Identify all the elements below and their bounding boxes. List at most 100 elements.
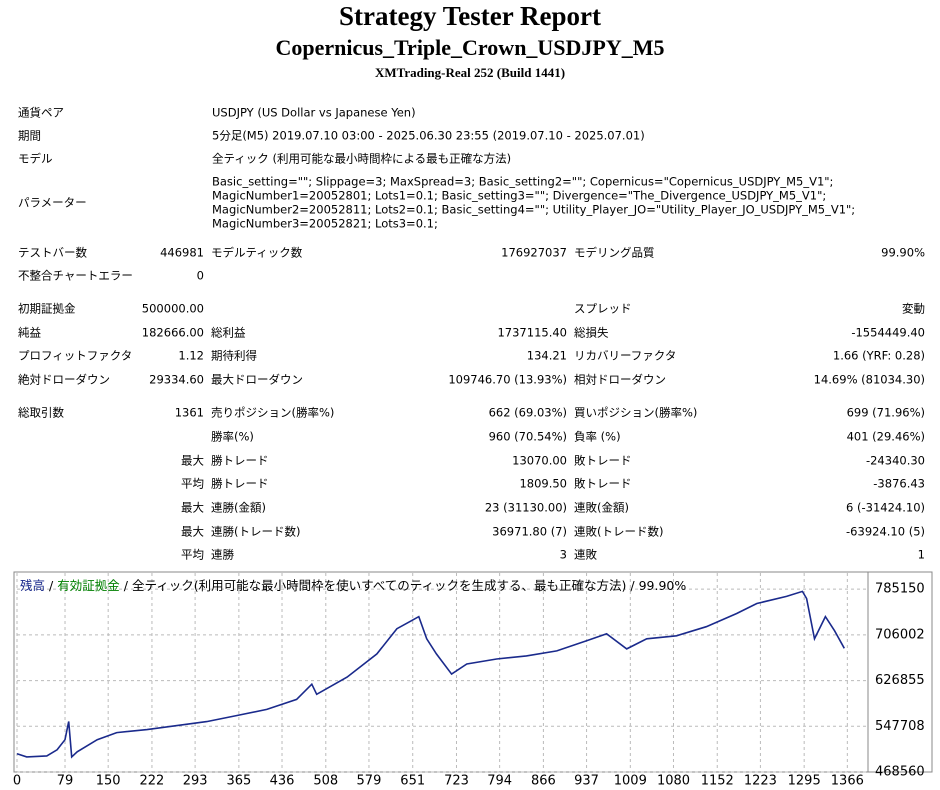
stat-label: テストバー数	[18, 246, 87, 260]
stat-label: 勝トレード	[211, 477, 269, 491]
stat-label: プロフィットファクタ	[18, 349, 132, 363]
stat-value: 1361	[175, 406, 204, 420]
stat-value: 662 (69.03%)	[489, 406, 567, 420]
stat-value: 1737115.40	[497, 326, 567, 340]
stat-value: 109746.70 (13.93%)	[448, 373, 567, 387]
stat-value: 29334.60	[149, 373, 204, 387]
stat-value: -3876.43	[873, 477, 925, 491]
stat-label: 連勝(トレード数)	[211, 525, 300, 539]
legend-entry: 残高	[20, 578, 45, 593]
stat-label: 敗トレード	[574, 454, 632, 468]
stat-value: 0	[197, 269, 204, 283]
legend-text: 全ティック(利用可能な最小時間枠を使いすべてのティックを生成する、最も正確な方法…	[132, 578, 626, 593]
stat-value: 699 (71.96%)	[847, 406, 925, 420]
x-tick-label: 0	[13, 774, 21, 789]
stat-label: 総損失	[574, 326, 609, 340]
legend-separator: /	[124, 578, 129, 593]
stat-value: 182666.00	[142, 326, 204, 340]
stat-label: 買いポジション(勝率%)	[574, 406, 697, 420]
stat-value: 36971.80 (7)	[492, 525, 567, 539]
stat-value: 1.12	[178, 349, 204, 363]
stat-label: 敗トレード	[574, 477, 632, 491]
stat-label: 初期証拠金	[18, 302, 76, 316]
stat-value: 401 (29.46%)	[847, 430, 925, 444]
stat-value: 23 (31130.00)	[485, 501, 567, 515]
stat-value: 134.21	[527, 349, 567, 363]
stat-label: 連敗(トレード数)	[574, 525, 663, 539]
stat-label: 期待利得	[211, 349, 257, 363]
stat-label: 連敗(金額)	[574, 501, 629, 515]
info-label: パラメーター	[18, 196, 87, 210]
stat-label: 最大ドローダウン	[211, 373, 303, 387]
stat-label: 連勝	[211, 548, 234, 562]
stat-value: 1809.50	[519, 477, 567, 491]
balance-line	[16, 590, 845, 759]
stat-value: 14.69% (81034.30)	[814, 373, 925, 387]
stat-value: 最大	[181, 501, 204, 515]
stat-label: 絶対ドローダウン	[18, 373, 110, 387]
stat-value: 960 (70.54%)	[489, 430, 567, 444]
report-subtitle: Copernicus_Triple_Crown_USDJPY_M5	[275, 35, 664, 60]
stat-value: -63924.10 (5)	[846, 525, 925, 539]
stat-label: モデルティック数	[211, 246, 303, 260]
stat-value: 最大	[181, 525, 204, 539]
legend-separator: /	[49, 578, 54, 593]
legend: 残高 / 有効証拠金 / 全ティック(利用可能な最小時間枠を使いすべてのティックを生成す…	[20, 578, 686, 593]
info-value: 5分足(M5) 2019.07.10 03:00 - 2025.06.30 23…	[212, 129, 645, 143]
stat-label: リカバリーファクタ	[574, 349, 676, 363]
info-value: USDJPY (US Dollar vs Japanese Yen)	[212, 106, 416, 120]
x-tick-label: 794	[487, 774, 512, 789]
legend-entry: 有効証拠金	[57, 578, 120, 593]
x-tick-label: 651	[400, 774, 425, 789]
x-tick-label: 436	[270, 774, 295, 789]
y-tick-label: 468560	[875, 765, 925, 780]
x-tick-label: 1080	[657, 774, 690, 789]
stat-label: 売りポジション(勝率%)	[211, 406, 334, 420]
y-tick-label: 785150	[875, 582, 925, 597]
x-tick-label: 79	[57, 774, 74, 789]
stat-value: 6 (-31424.10)	[846, 501, 925, 515]
stat-label: 総取引数	[18, 406, 64, 420]
legend-quality: 99.90%	[639, 578, 687, 593]
build-info: XMTrading-Real 252 (Build 1441)	[375, 65, 565, 80]
stat-value: 3	[560, 548, 567, 562]
x-tick-label: 1295	[788, 774, 821, 789]
stat-value: 176927037	[501, 246, 567, 260]
stat-value: -24340.30	[866, 454, 925, 468]
stat-value: 平均	[181, 548, 204, 562]
stat-value: 446981	[160, 246, 204, 260]
info-label: 通貨ペア	[18, 106, 64, 120]
parameter-line: Basic_setting=""; Slippage=3; MaxSpread=…	[212, 175, 833, 189]
parameter-line: MagicNumber2=20052811; Lots2=0.1; Basic_…	[212, 203, 855, 217]
stat-value: 平均	[181, 477, 204, 491]
stat-value: 変動	[902, 302, 925, 316]
x-tick-label: 579	[357, 774, 382, 789]
stat-label: 勝トレード	[211, 454, 269, 468]
stat-label: モデリング品質	[574, 246, 655, 260]
x-tick-label: 1009	[614, 774, 647, 789]
stat-label: スプレッド	[574, 302, 632, 316]
y-tick-label: 626855	[875, 673, 925, 688]
stat-value: 1.66 (YRF: 0.28)	[833, 349, 925, 363]
stat-value: 99.90%	[881, 246, 925, 260]
stat-value: -1554449.40	[851, 326, 925, 340]
x-tick-label: 365	[226, 774, 251, 789]
x-tick-label: 937	[574, 774, 599, 789]
stat-label: 総利益	[211, 326, 246, 340]
x-tick-label: 150	[96, 774, 121, 789]
x-tick-label: 723	[444, 774, 469, 789]
info-label: 期間	[18, 129, 41, 143]
legend-separator: /	[630, 578, 635, 593]
stat-value: 最大	[181, 454, 204, 468]
x-tick-label: 293	[183, 774, 208, 789]
stat-label: 連勝(金額)	[211, 501, 266, 515]
x-tick-label: 1223	[744, 774, 777, 789]
stat-label: 勝率(%)	[211, 430, 254, 444]
stat-label: 相対ドローダウン	[574, 373, 666, 387]
x-tick-label: 866	[531, 774, 556, 789]
parameter-line: MagicNumber3=20052821; Lots3=0.1;	[212, 217, 438, 231]
parameter-line: MagicNumber1=20052801; Lots1=0.1; Basic_…	[212, 189, 826, 203]
